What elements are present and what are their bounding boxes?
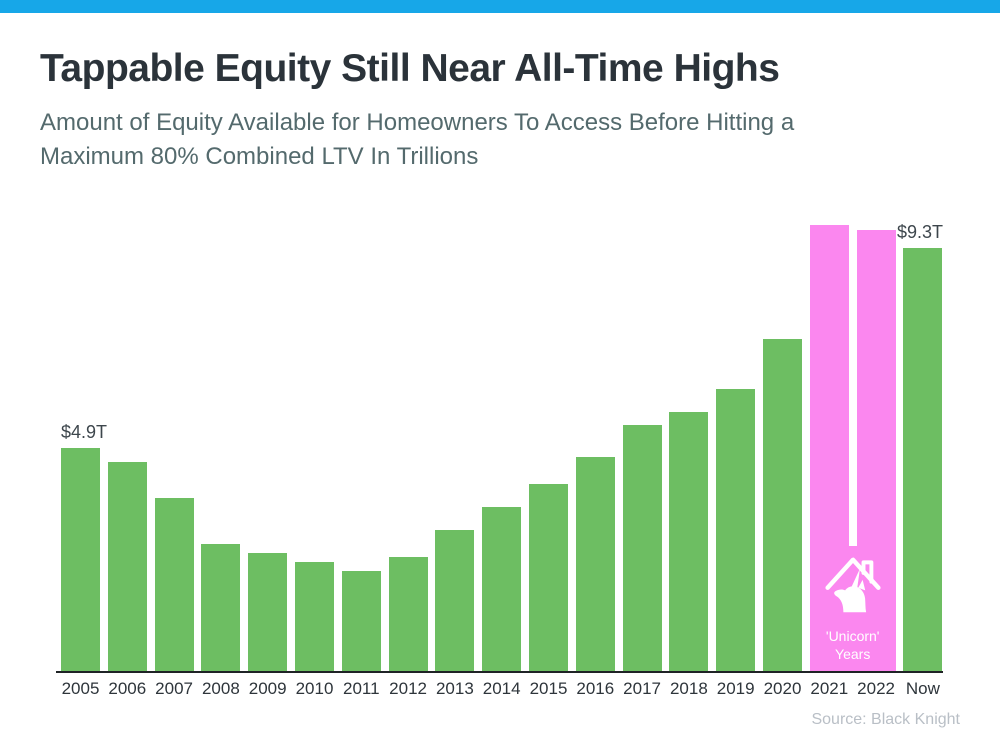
bar-2012 [388,557,428,671]
x-tick-2005: 2005 [61,679,100,698]
unicorn-label-line2: Years [835,646,871,662]
bar-2013 [435,529,475,671]
top-accent-bar [0,0,1000,13]
subtitle-line-1: Amount of Equity Available for Homeowner… [40,109,795,136]
x-tick-2022: 2022 [857,679,896,698]
value-label-2005: $4.9T [61,422,108,443]
bar-2017 [622,425,662,671]
bar-2018 [669,411,709,671]
source-credit: Source: Black Knight [811,711,960,728]
unicorn-years-overlay: 'Unicorn' Years [809,546,896,671]
x-tick-2013: 2013 [435,679,474,698]
page-subtitle: Amount of Equity Available for Homeowner… [40,106,794,174]
x-tick-2017: 2017 [623,679,662,698]
bar-chart: 'Unicorn' Years 2005 2006 2007 2008 2009 2010… [56,210,943,698]
bar-2019 [716,388,756,671]
x-tick-2011: 2011 [343,679,380,698]
bar-2008 [201,543,241,671]
x-tick-2009: 2009 [248,679,287,698]
x-tick-2007: 2007 [155,679,194,698]
bar-2014 [482,507,522,671]
x-tick-2010: 2010 [295,679,334,698]
x-tick-2018: 2018 [669,679,708,698]
x-tick-2019: 2019 [716,679,755,698]
x-tick-2008: 2008 [201,679,240,698]
x-tick-2012: 2012 [389,679,428,698]
bar-2007 [154,498,194,671]
x-axis-line [56,671,943,673]
bar-2016 [575,457,615,671]
bar-2011 [341,570,381,671]
page-title: Tappable Equity Still Near All-Time High… [40,47,780,90]
subtitle-line-2: Maximum 80% Combined LTV In Trillions [40,143,479,170]
bar-2005 [61,448,100,671]
x-tick-2016: 2016 [576,679,615,698]
bar-2015 [529,484,568,671]
x-tick-2015: 2015 [529,679,568,698]
unicorn-label-line1: 'Unicorn' [825,628,880,644]
house-unicorn-icon [825,557,881,613]
x-tick-2020: 2020 [763,679,802,698]
bar-2006 [107,461,147,671]
x-tick-2006: 2006 [108,679,147,698]
bar-2010 [295,561,334,671]
x-tick-2014: 2014 [482,679,521,698]
bar-2020 [763,338,802,671]
bar-2009 [248,552,288,671]
x-tick-Now: Now [905,679,940,698]
value-label-Now: $9.3T [896,221,943,242]
x-tick-2021: 2021 [810,679,849,698]
bar-Now [903,247,943,671]
